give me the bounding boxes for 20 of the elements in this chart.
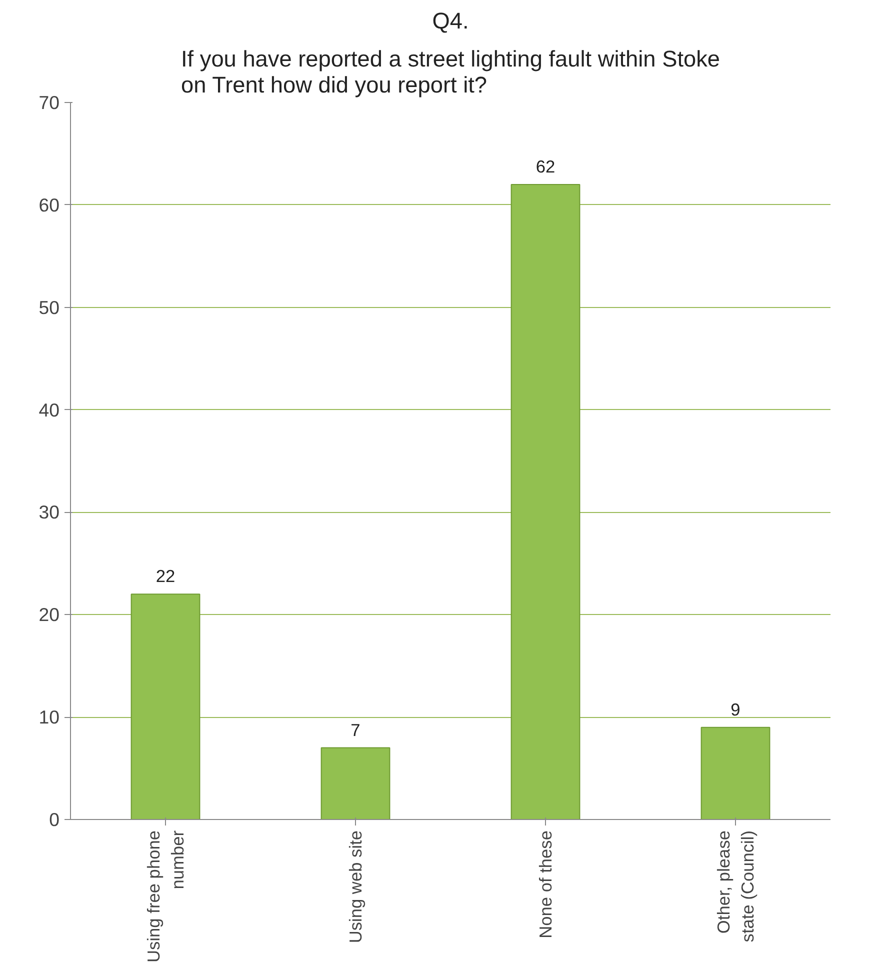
y-tick-label: 70 [38, 92, 60, 113]
y-tick-label: 40 [38, 399, 60, 420]
y-tick-label: 60 [38, 194, 60, 216]
x-tick-label: Using web site [346, 830, 366, 944]
data-label: 9 [730, 699, 740, 720]
x-tick-label: Other, please state (Council) [714, 830, 758, 942]
data-label: 62 [536, 156, 556, 176]
x-tick-label: Using free phone number [144, 830, 188, 962]
y-tick-label: 20 [38, 604, 60, 626]
x-tick-label: None of these [536, 830, 556, 938]
y-tick-label: 0 [49, 809, 60, 830]
bar [320, 747, 390, 820]
y-tick-label: 50 [38, 296, 60, 318]
data-label: 22 [156, 566, 176, 586]
y-tick-label: 10 [38, 706, 60, 728]
chart-title: Q4. [432, 8, 469, 34]
y-tick-label: 30 [38, 502, 60, 523]
chart-subtitle: If you have reported a street lighting fault within Stoke on Trent how did you report it? [180, 46, 720, 98]
bar [700, 726, 770, 820]
data-label: 7 [350, 720, 360, 740]
